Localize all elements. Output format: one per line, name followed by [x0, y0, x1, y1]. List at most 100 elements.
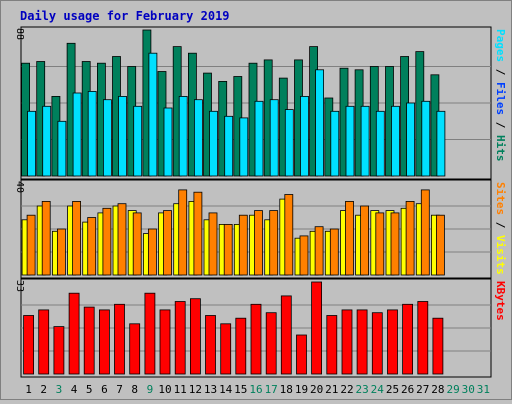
bar-bottom-kbytes-day-2	[38, 309, 50, 375]
day-label-18: 18	[280, 383, 293, 396]
bar-middle-sites-day-6	[102, 207, 112, 276]
legend-item: Pages	[494, 29, 507, 62]
day-label-2: 2	[40, 383, 47, 396]
bar-middle-sites-day-18	[284, 194, 294, 276]
bar-top-pages-day-23	[360, 105, 370, 177]
day-label-7: 7	[116, 383, 123, 396]
bar-bottom-kbytes-day-13	[205, 315, 216, 375]
bar-middle-sites-day-1	[26, 214, 36, 276]
day-label-16: 16	[249, 383, 262, 396]
bar-bottom-kbytes-day-3	[53, 326, 65, 375]
bar-middle-sites-day-20	[314, 226, 324, 276]
bar-top-pages-day-13	[209, 110, 218, 177]
bar-bottom-kbytes-day-27	[417, 301, 429, 375]
bar-top-pages-day-11	[178, 96, 188, 177]
bar-middle-sites-day-19	[299, 235, 309, 276]
day-label-14: 14	[219, 383, 233, 396]
day-label-17: 17	[265, 383, 278, 396]
day-label-21: 21	[325, 383, 338, 396]
legend-middle: Sites / Visits	[494, 182, 507, 275]
day-label-31: 31	[477, 383, 490, 396]
bar-middle-sites-day-2	[41, 200, 51, 276]
bar-middle-sites-day-26	[405, 200, 415, 276]
day-label-3: 3	[56, 383, 63, 396]
legend-item: /	[494, 62, 507, 82]
bar-middle-sites-day-15	[238, 214, 248, 276]
bar-middle-sites-day-28	[435, 214, 445, 276]
bar-top-pages-day-22	[345, 105, 355, 177]
bar-top-pages-day-5	[87, 91, 97, 177]
bar-top-pages-day-12	[193, 99, 203, 177]
bar-top-pages-day-3	[57, 120, 67, 177]
bar-middle-sites-day-21	[329, 228, 339, 276]
ymax-label-middle: 40	[14, 181, 25, 193]
day-label-4: 4	[71, 383, 78, 396]
bar-middle-sites-day-22	[345, 200, 354, 276]
bar-middle-sites-day-17	[269, 210, 279, 276]
bar-bottom-kbytes-day-16	[250, 303, 262, 375]
bar-middle-sites-day-10	[163, 210, 172, 276]
legend-item: /	[494, 215, 507, 235]
bar-bottom-kbytes-day-4	[68, 292, 80, 375]
bar-bottom-kbytes-day-28	[432, 317, 444, 375]
panel-middle: 40 Sites / Visits	[14, 179, 507, 279]
day-label-9: 9	[147, 383, 154, 396]
ymax-label-bottom: 33	[14, 280, 25, 292]
bar-bottom-kbytes-day-6	[99, 309, 110, 375]
legend-item: KBytes	[494, 281, 507, 321]
day-label-1: 1	[25, 383, 32, 396]
bar-middle-sites-day-4	[72, 200, 81, 276]
bar-middle-sites-day-25	[390, 212, 400, 276]
legend-top: Pages / Files / Hits	[494, 29, 507, 162]
bar-bottom-kbytes-day-7	[114, 303, 125, 375]
day-label-12: 12	[189, 383, 202, 396]
legend-item: Sites	[494, 182, 507, 215]
day-label-13: 13	[204, 383, 217, 396]
day-label-19: 19	[295, 383, 308, 396]
legend-item: Files	[494, 82, 507, 115]
bar-middle-sites-day-3	[57, 228, 66, 276]
bar-top-pages-day-15	[239, 117, 249, 177]
day-label-30: 30	[462, 383, 475, 396]
bar-bottom-kbytes-day-10	[159, 309, 171, 375]
day-label-24: 24	[371, 383, 385, 396]
bar-bottom-kbytes-day-8	[129, 323, 141, 375]
bar-middle-sites-day-8	[132, 212, 142, 276]
day-label-11: 11	[174, 383, 187, 396]
day-label-6: 6	[101, 383, 108, 396]
bar-top-pages-day-2	[42, 105, 52, 177]
bar-top-pages-day-20	[315, 69, 325, 177]
chart-title: Daily usage for February 2019	[20, 9, 230, 23]
bar-bottom-kbytes-day-1	[23, 315, 35, 375]
bar-bottom-kbytes-day-26	[402, 303, 414, 375]
day-label-25: 25	[386, 383, 399, 396]
bar-top-pages-day-14	[224, 115, 234, 177]
bar-middle-sites-day-14	[223, 223, 233, 276]
bar-top-pages-day-1	[27, 110, 37, 177]
bar-top-pages-day-28	[436, 110, 446, 177]
bar-top-pages-day-18	[284, 109, 294, 177]
panel-top: 88 Pages / Files / Hits	[14, 26, 507, 180]
day-label-8: 8	[131, 383, 138, 396]
bar-bottom-kbytes-day-12	[189, 298, 201, 375]
bar-bottom-kbytes-day-5	[83, 306, 95, 375]
panel-bottom: 33 KBytes	[14, 278, 507, 378]
bar-middle-sites-day-11	[178, 189, 188, 276]
bar-top-pages-day-16	[254, 100, 264, 177]
bar-middle-sites-day-23	[360, 205, 370, 276]
day-label-26: 26	[401, 383, 414, 396]
bar-bottom-kbytes-day-24	[371, 312, 383, 375]
day-label-22: 22	[340, 383, 353, 396]
bar-top-pages-day-25	[391, 105, 400, 177]
bar-top-pages-day-19	[300, 96, 309, 177]
day-label-20: 20	[310, 383, 323, 396]
bar-bottom-kbytes-day-9	[144, 292, 156, 375]
bar-top-pages-day-26	[406, 102, 416, 177]
bar-middle-sites-day-13	[208, 212, 218, 276]
bar-top-pages-day-4	[72, 92, 82, 177]
bar-bottom-kbytes-day-15	[235, 317, 247, 375]
bar-top-pages-day-10	[163, 107, 173, 177]
bar-top-pages-day-17	[269, 99, 279, 177]
